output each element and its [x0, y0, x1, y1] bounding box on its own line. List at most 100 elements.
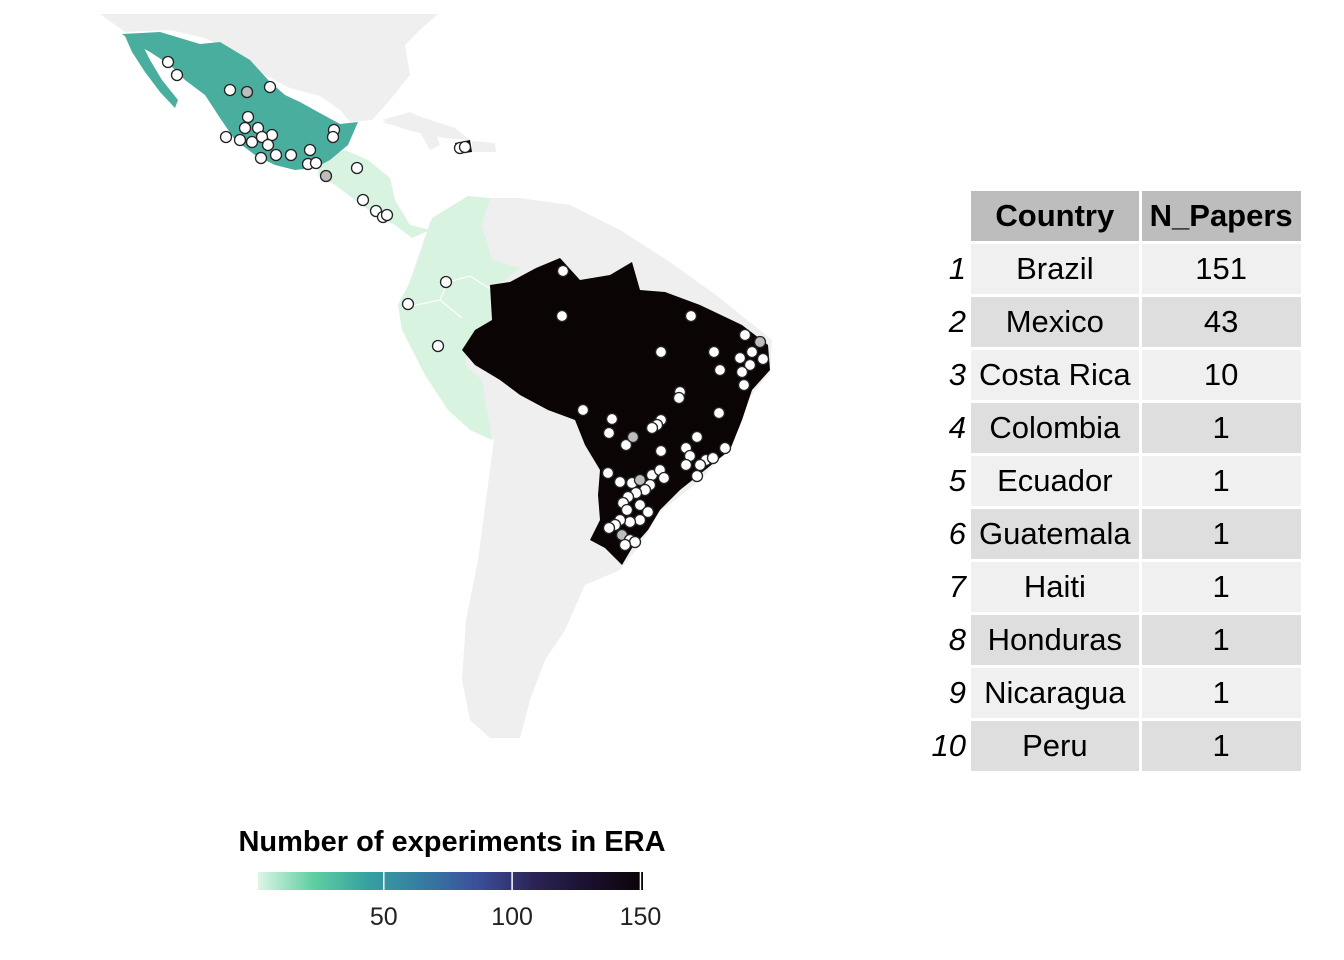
- table-row: 7 Haiti 1: [928, 562, 1301, 612]
- site-marker: [733, 351, 747, 365]
- site-marker: [161, 55, 175, 69]
- site-marker: [628, 535, 642, 549]
- study-site-markers: [161, 55, 770, 552]
- site-marker: [309, 156, 323, 170]
- choropleth-map: [100, 14, 772, 890]
- cell-papers: 43: [1141, 297, 1301, 347]
- site-marker: [245, 135, 259, 149]
- site-marker: [303, 143, 317, 157]
- table-row: 10 Peru 1: [928, 721, 1301, 771]
- site-marker: [633, 498, 647, 512]
- north-america-land: [100, 14, 438, 122]
- site-marker: [380, 208, 394, 222]
- site-marker: [626, 430, 640, 444]
- cell-country: Peru: [971, 721, 1139, 771]
- site-marker: [555, 309, 569, 323]
- cell-papers: 10: [1141, 350, 1301, 400]
- site-marker: [238, 121, 252, 135]
- site-marker: [319, 169, 333, 183]
- cell-country: Costa Rica: [971, 350, 1139, 400]
- row-number: 5: [928, 456, 968, 506]
- site-marker: [605, 412, 619, 426]
- header-blank: [928, 191, 968, 241]
- legend-tick-label: 50: [369, 903, 398, 931]
- baja-california: [125, 36, 178, 108]
- site-marker: [170, 68, 184, 82]
- row-number: 2: [928, 297, 968, 347]
- site-marker: [738, 328, 752, 342]
- site-marker: [261, 138, 275, 152]
- mexico: [122, 32, 358, 170]
- row-number: 6: [928, 509, 968, 559]
- cell-country: Nicaragua: [971, 668, 1139, 718]
- site-marker: [735, 365, 749, 379]
- site-marker: [241, 110, 255, 124]
- site-marker: [623, 515, 637, 529]
- site-marker: [618, 538, 632, 552]
- site-marker: [326, 130, 340, 144]
- row-number: 8: [928, 615, 968, 665]
- site-marker: [707, 345, 721, 359]
- site-marker: [713, 363, 727, 377]
- papers-table: Country N_Papers 1 Brazil 151 2 Mexico 43 3 Cos…: [925, 188, 1304, 774]
- site-marker: [633, 513, 647, 527]
- brazil: [462, 258, 770, 565]
- cell-country: Guatemala: [971, 509, 1139, 559]
- row-number: 4: [928, 403, 968, 453]
- cell-papers: 1: [1141, 668, 1301, 718]
- site-marker: [350, 161, 364, 175]
- site-marker: [690, 430, 704, 444]
- site-marker: [240, 85, 254, 99]
- table-row: 1 Brazil 151: [928, 244, 1301, 294]
- site-marker: [576, 403, 590, 417]
- table-row: 4 Colombia 1: [928, 403, 1301, 453]
- row-number: 3: [928, 350, 968, 400]
- legend-colorbar: [258, 872, 643, 890]
- site-marker: [756, 352, 770, 366]
- table-row: 8 Honduras 1: [928, 615, 1301, 665]
- row-number: 7: [928, 562, 968, 612]
- site-marker: [458, 140, 472, 154]
- site-marker: [439, 275, 453, 289]
- site-marker: [654, 345, 668, 359]
- site-marker: [602, 426, 616, 440]
- row-number: 9: [928, 668, 968, 718]
- site-marker: [255, 130, 269, 144]
- header-country: Country: [971, 191, 1139, 241]
- cell-country: Brazil: [971, 244, 1139, 294]
- cell-country: Honduras: [971, 615, 1139, 665]
- site-marker: [633, 473, 647, 487]
- legend-tick-marks: [383, 872, 642, 890]
- cell-papers: 1: [1141, 403, 1301, 453]
- site-marker: [706, 451, 720, 465]
- cell-papers: 1: [1141, 615, 1301, 665]
- site-marker: [284, 148, 298, 162]
- site-marker: [619, 438, 633, 452]
- site-marker: [602, 521, 616, 535]
- table-row: 6 Guatemala 1: [928, 509, 1301, 559]
- site-marker: [601, 466, 615, 480]
- row-number: 1: [928, 244, 968, 294]
- table-row: 9 Nicaragua 1: [928, 668, 1301, 718]
- cell-papers: 1: [1141, 509, 1301, 559]
- site-marker: [223, 83, 237, 97]
- site-marker: [620, 503, 634, 517]
- table-row: 5 Ecuador 1: [928, 456, 1301, 506]
- site-marker: [401, 297, 415, 311]
- site-marker: [269, 148, 283, 162]
- cell-papers: 1: [1141, 456, 1301, 506]
- row-number: 10: [928, 721, 968, 771]
- site-marker: [712, 406, 726, 420]
- cell-country: Haiti: [971, 562, 1139, 612]
- site-marker: [265, 128, 279, 142]
- table-row: 3 Costa Rica 10: [928, 350, 1301, 400]
- cuba-land: [382, 118, 470, 140]
- site-marker: [254, 151, 268, 165]
- site-marker: [431, 339, 445, 353]
- site-marker: [690, 469, 704, 483]
- site-marker: [737, 378, 751, 392]
- cell-papers: 1: [1141, 721, 1301, 771]
- site-marker: [657, 471, 671, 485]
- site-marker: [693, 458, 707, 472]
- table-row: 2 Mexico 43: [928, 297, 1301, 347]
